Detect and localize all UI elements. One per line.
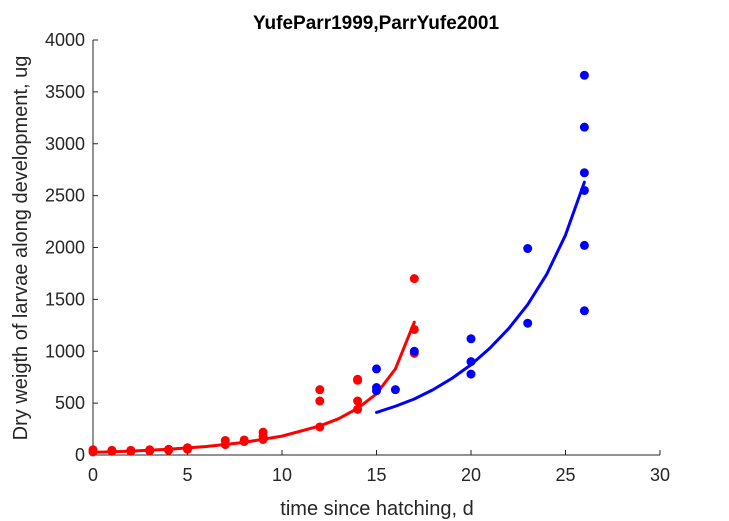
y-tick-label: 0 [75, 445, 85, 465]
y-tick-label: 2000 [45, 238, 85, 258]
x-tick-label: 15 [366, 465, 386, 485]
data-point-0 [315, 385, 325, 395]
data-point-0 [353, 374, 363, 384]
data-point-1 [390, 385, 400, 395]
data-point-1 [579, 70, 589, 80]
data-point-1 [409, 346, 419, 356]
data-point-1 [372, 364, 381, 374]
data-point-1 [579, 306, 589, 316]
y-tick-label: 500 [55, 393, 85, 413]
data-point-0 [353, 396, 363, 406]
x-ticks: 0 5 10 15 20 25 30 [88, 450, 670, 485]
data-point-0 [315, 396, 325, 406]
data-point-0 [409, 274, 419, 284]
data-point-0 [164, 444, 174, 454]
data-point-1 [523, 244, 533, 254]
data-point-1 [579, 168, 589, 178]
data-point-1 [372, 383, 381, 393]
fit-line-0 [91, 320, 416, 454]
fit-line-1 [375, 180, 586, 414]
data-point-1 [466, 357, 476, 367]
data-point-0 [220, 435, 230, 445]
data-point-1 [466, 369, 476, 379]
data-point-1 [579, 122, 589, 132]
x-tick-label: 30 [650, 465, 670, 485]
y-ticks: 0 500 1000 1500 2000 2500 3000 3500 4000 [45, 30, 98, 465]
x-tick-label: 5 [182, 465, 192, 485]
x-axis-title: time since hatching, d [280, 498, 473, 520]
y-tick-label: 4000 [45, 30, 85, 50]
data-point-0 [88, 445, 98, 455]
data-point-0 [239, 435, 249, 445]
y-tick-label: 1000 [45, 341, 85, 361]
data-point-1 [579, 240, 589, 250]
data-point-0 [353, 404, 363, 414]
data-point-0 [183, 443, 192, 453]
data-point-1 [523, 318, 533, 328]
x-tick-label: 20 [461, 465, 481, 485]
y-tick-label: 2500 [45, 186, 85, 206]
data-point-0 [145, 445, 155, 455]
data-point-0 [258, 427, 268, 437]
y-tick-label: 1500 [45, 289, 85, 309]
data-point-1 [466, 334, 476, 344]
chart-title: YufeParr1999,ParrYufe2001 [253, 13, 500, 34]
data-point-1 [579, 185, 589, 195]
y-tick-label: 3000 [45, 134, 85, 154]
x-tick-label: 0 [88, 465, 98, 485]
y-tick-label: 3500 [45, 82, 85, 102]
x-tick-label: 25 [555, 465, 575, 485]
data-point-0 [107, 445, 117, 455]
series-group [88, 70, 589, 457]
data-point-0 [315, 422, 325, 432]
data-point-0 [409, 324, 419, 334]
data-point-0 [126, 445, 136, 455]
x-tick-label: 10 [272, 465, 292, 485]
y-axis-title: Dry weigth of larvae along development, … [10, 56, 32, 441]
